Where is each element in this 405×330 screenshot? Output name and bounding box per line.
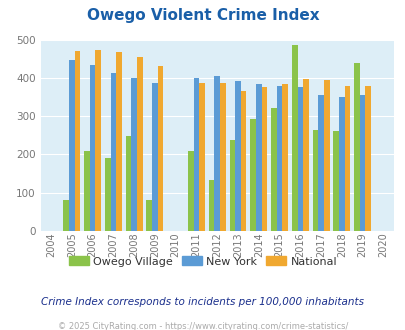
Bar (146, 200, 152, 231)
Bar (229, 140, 234, 231)
Bar (364, 85, 370, 231)
Bar (69, 60, 75, 231)
Legend: Owego Village, New York, National: Owego Village, New York, National (68, 256, 337, 267)
Bar (323, 80, 329, 231)
Bar (84, 150, 90, 231)
Bar (131, 78, 136, 231)
Bar (188, 151, 193, 231)
Bar (312, 130, 318, 231)
Bar (157, 66, 163, 231)
Bar (208, 181, 214, 231)
Bar (90, 65, 95, 231)
Bar (214, 76, 220, 231)
Text: Owego Violent Crime Index: Owego Violent Crime Index (87, 8, 318, 23)
Bar (116, 52, 121, 231)
Bar (261, 87, 266, 231)
Bar (338, 97, 344, 231)
Bar (291, 45, 297, 231)
Bar (344, 85, 350, 231)
Bar (63, 200, 69, 231)
Bar (126, 136, 131, 231)
Bar (271, 108, 276, 231)
Bar (110, 73, 116, 231)
Bar (220, 83, 225, 231)
Text: Crime Index corresponds to incidents per 100,000 inhabitants: Crime Index corresponds to incidents per… (41, 297, 364, 307)
Bar (354, 63, 359, 231)
Bar (240, 90, 246, 231)
Bar (359, 95, 364, 231)
Bar (95, 50, 101, 231)
Text: © 2025 CityRating.com - https://www.cityrating.com/crime-statistics/: © 2025 CityRating.com - https://www.city… (58, 322, 347, 330)
Bar (234, 81, 240, 231)
Bar (193, 78, 199, 231)
Bar (276, 85, 281, 231)
Bar (318, 95, 323, 231)
Bar (152, 83, 157, 231)
Bar (199, 83, 205, 231)
Bar (136, 57, 142, 231)
Bar (75, 51, 80, 231)
Bar (255, 84, 261, 231)
Bar (104, 158, 110, 231)
Bar (281, 84, 287, 231)
Bar (297, 87, 303, 231)
Bar (333, 131, 338, 231)
Bar (250, 119, 255, 231)
Bar (303, 79, 308, 231)
